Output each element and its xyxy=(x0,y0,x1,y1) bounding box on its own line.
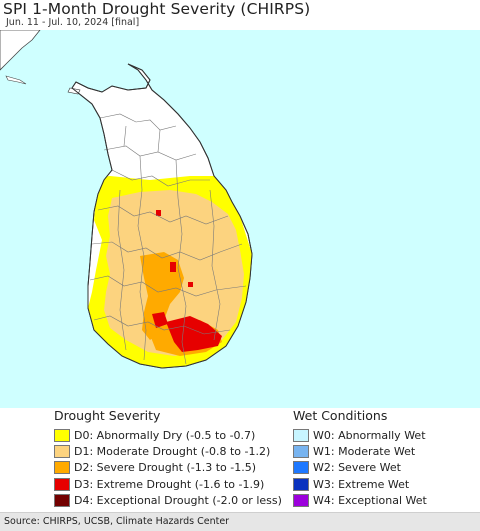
legend-label-w3: W3: Extreme Wet xyxy=(313,477,410,491)
legend-label-d1: D1: Moderate Drought (-0.8 to -1.2) xyxy=(74,444,271,458)
legend-label-w1: W1: Moderate Wet xyxy=(313,444,416,458)
legend-item-w1: W1: Moderate Wet xyxy=(293,443,473,459)
d3-spot-north xyxy=(156,210,161,216)
legend-label-w0: W0: Abnormally Wet xyxy=(313,428,426,442)
d1-swatch xyxy=(54,444,70,458)
w0-swatch xyxy=(293,428,309,442)
d3-region xyxy=(166,316,222,352)
source-credit: Source: CHIRPS, UCSB, Climate Hazards Ce… xyxy=(4,516,230,527)
legend-item-w4: W4: Exceptional Wet xyxy=(293,492,473,508)
legend-label-d0: D0: Abnormally Dry (-0.5 to -0.7) xyxy=(74,428,256,442)
d3-spot-center xyxy=(170,262,176,272)
w2-swatch xyxy=(293,461,309,475)
legend-label-d3: D3: Extreme Drought (-1.6 to -1.9) xyxy=(74,477,265,491)
drought-map xyxy=(0,30,480,408)
w1-swatch xyxy=(293,444,309,458)
drought-legend-heading: Drought Severity xyxy=(54,408,161,423)
wet-legend-heading: Wet Conditions xyxy=(293,408,388,423)
footer-bar: Source: CHIRPS, UCSB, Climate Hazards Ce… xyxy=(0,512,480,531)
wet-legend: Wet Conditions W0: Abnormally Wet W1: Mo… xyxy=(293,408,473,514)
legend-item-d0: D0: Abnormally Dry (-0.5 to -0.7) xyxy=(54,427,284,443)
legend-item-w0: W0: Abnormally Wet xyxy=(293,427,473,443)
d0-swatch xyxy=(54,428,70,442)
d3-spot-east xyxy=(188,282,193,287)
legend-label-d2: D2: Severe Drought (-1.3 to -1.5) xyxy=(74,461,257,475)
sri-lanka-outline xyxy=(71,63,253,369)
w4-swatch xyxy=(293,493,309,507)
w3-swatch xyxy=(293,477,309,491)
india-coast-dot xyxy=(5,75,27,85)
map-subtitle: Jun. 11 - Jul. 10, 2024 [final] xyxy=(6,17,140,28)
legend-item-w2: W2: Severe Wet xyxy=(293,460,473,476)
legend-label-d4: D4: Exceptional Drought (-2.0 or less) xyxy=(74,493,282,507)
drought-legend: Drought Severity D0: Abnormally Dry (-0.… xyxy=(54,408,284,514)
district-boundaries xyxy=(89,113,247,365)
d2-swatch xyxy=(54,461,70,475)
legend-item-w3: W3: Extreme Wet xyxy=(293,476,473,492)
d3-swatch xyxy=(54,477,70,491)
legend-label-w2: W2: Severe Wet xyxy=(313,461,401,475)
legend-item-d2: D2: Severe Drought (-1.3 to -1.5) xyxy=(54,460,284,476)
d3-region-west xyxy=(152,312,168,328)
legend-label-w4: W4: Exceptional Wet xyxy=(313,493,427,507)
sri-lanka-map-svg xyxy=(0,30,480,408)
d2-region xyxy=(140,252,184,340)
legend-item-d3: D3: Extreme Drought (-1.6 to -1.9) xyxy=(54,476,284,492)
map-title: SPI 1-Month Drought Severity (CHIRPS) xyxy=(3,0,311,18)
d4-swatch xyxy=(54,493,70,507)
legend-item-d4: D4: Exceptional Drought (-2.0 or less) xyxy=(54,492,284,508)
india-coast xyxy=(0,30,41,71)
legend-item-d1: D1: Moderate Drought (-0.8 to -1.2) xyxy=(54,443,284,459)
